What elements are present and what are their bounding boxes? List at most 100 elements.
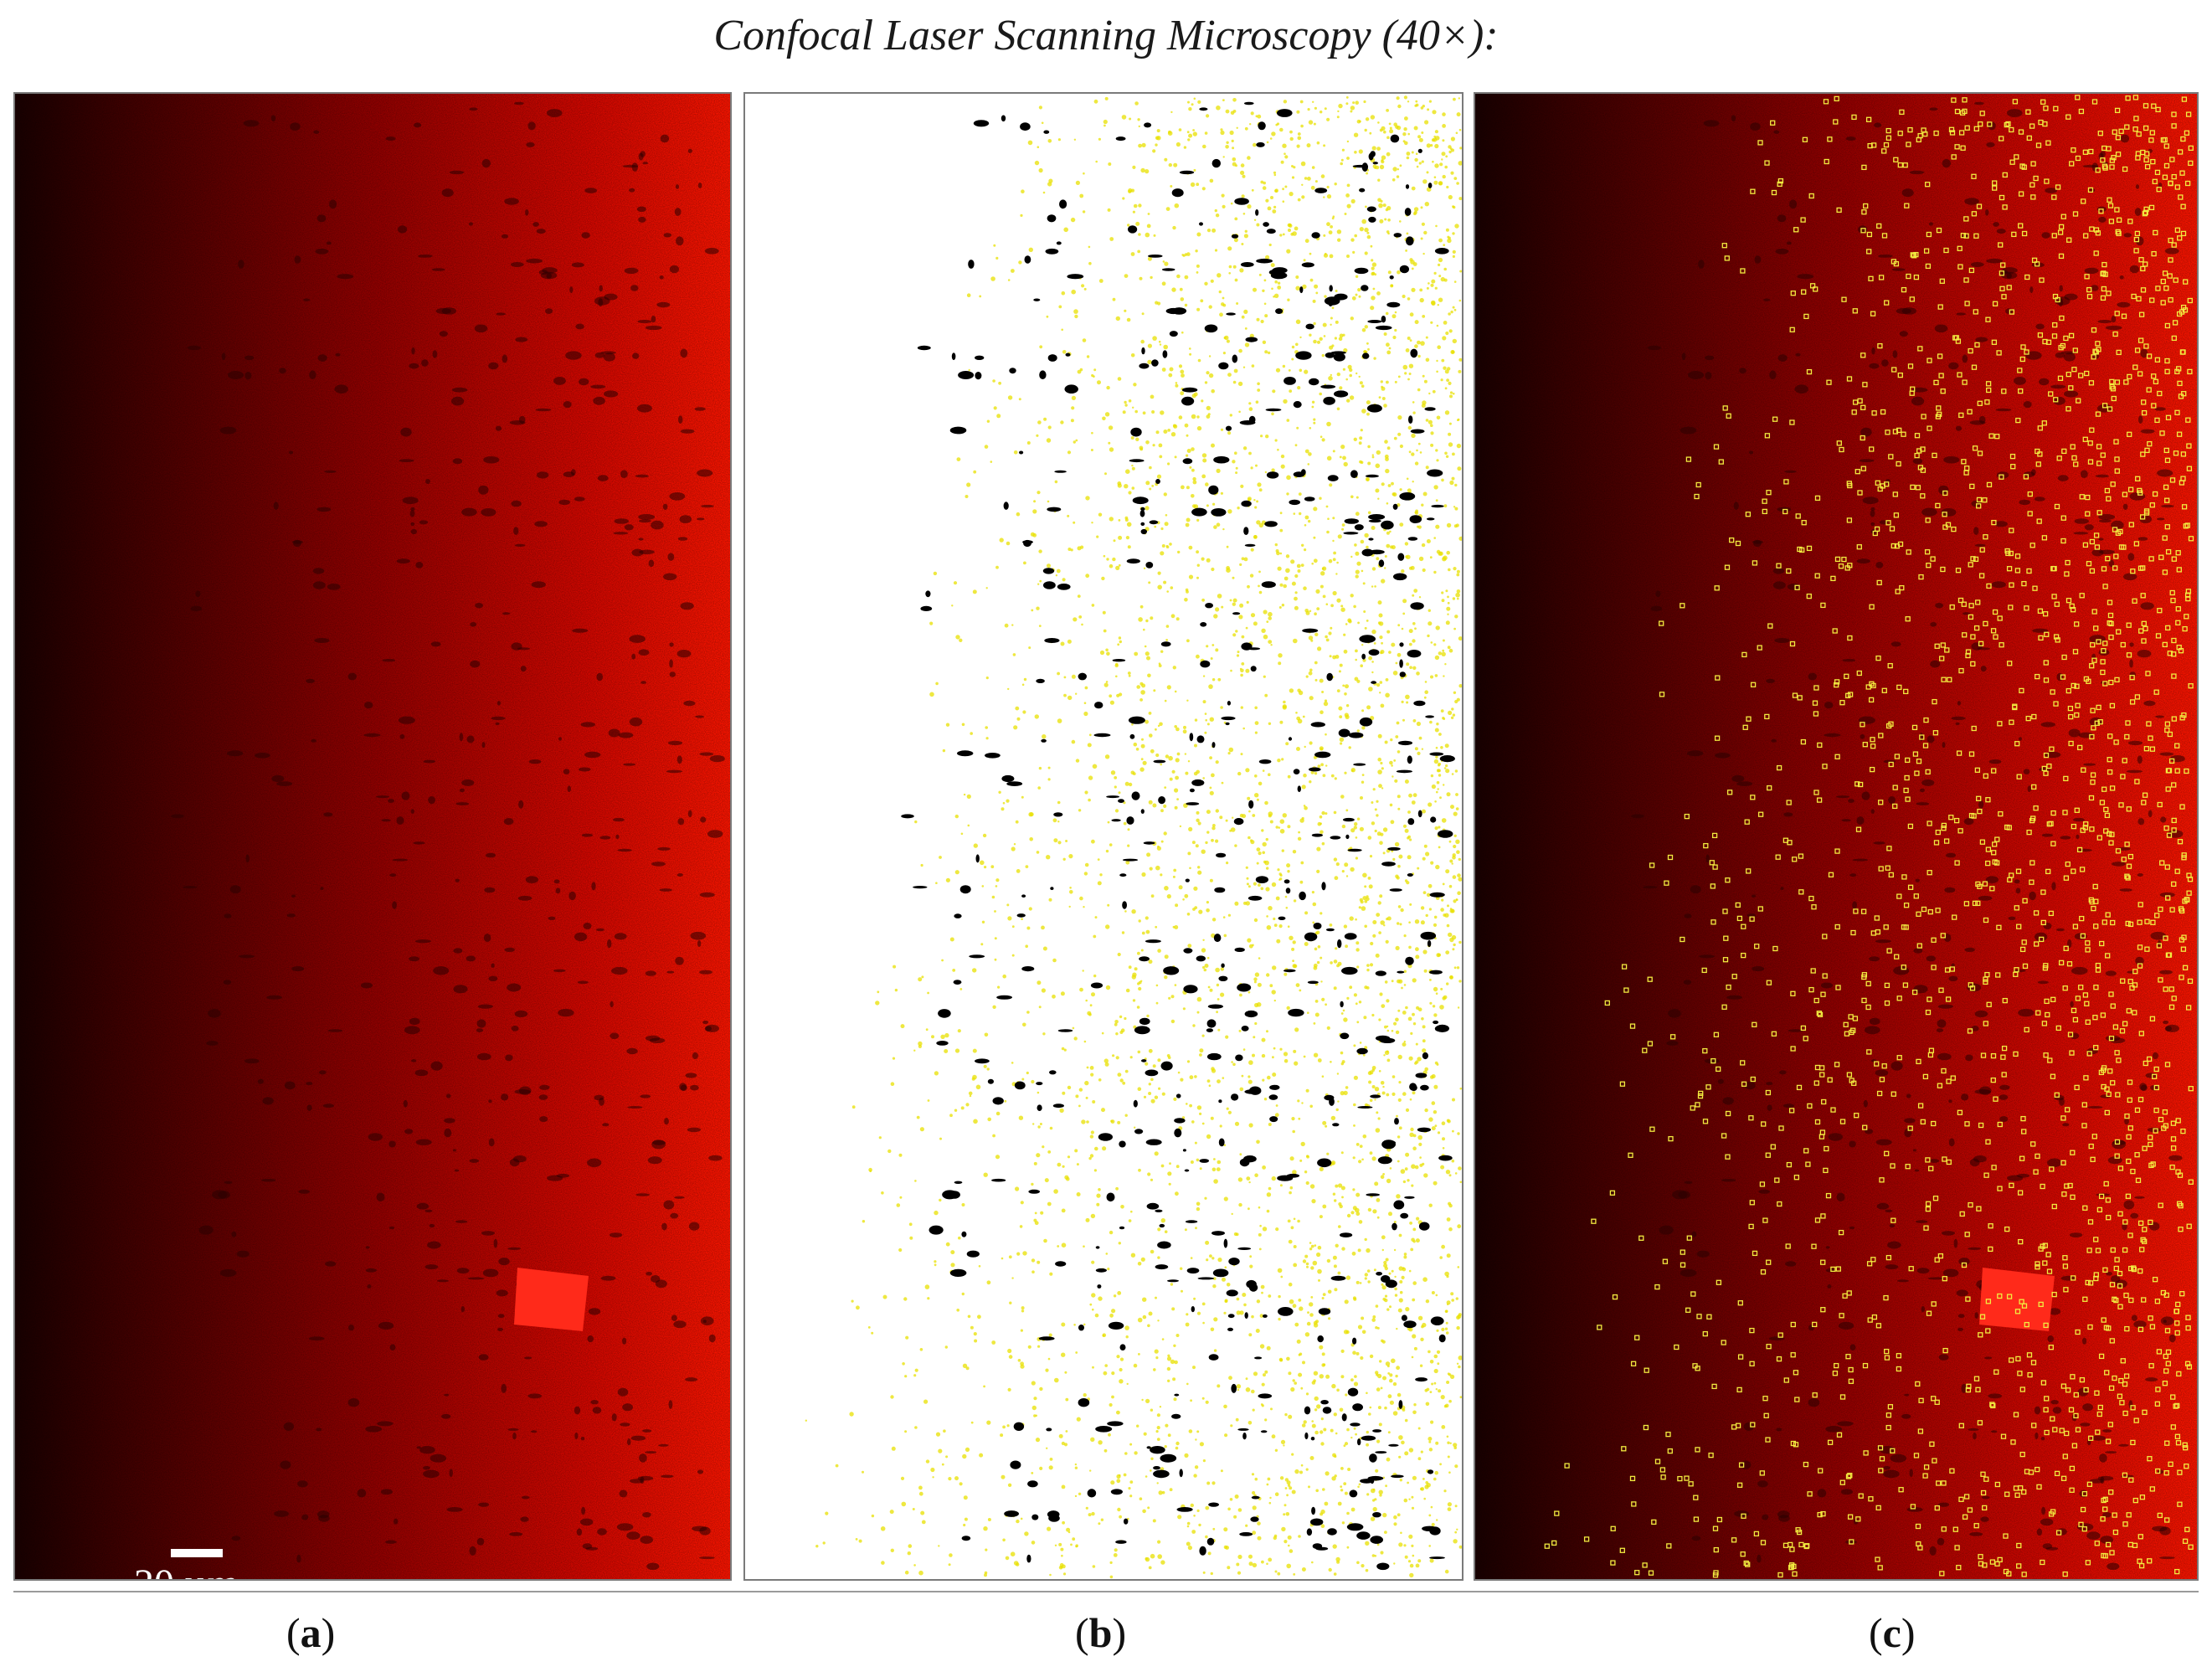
particle [646,1272,652,1276]
segmentation-dot [1257,482,1262,487]
segmentation-dot [1156,1426,1160,1430]
particle [1019,450,1024,455]
particle [461,507,477,517]
segmentation-dot [1448,648,1453,653]
segmentation-dot [1152,1064,1156,1068]
particle [2076,834,2080,840]
segmentation-dot [1293,899,1297,903]
segmentation-dot [1280,1275,1283,1278]
segmentation-dot [1431,1522,1435,1527]
segmentation-dot [1143,567,1146,569]
segmentation-dot [1282,813,1287,818]
particle [1179,170,1195,175]
segmentation-dot [1141,931,1145,935]
segmentation-dot [1308,452,1312,456]
segmentation-dot [1417,1315,1423,1321]
segmentation-dot [1355,918,1357,921]
segmentation-dot [1310,770,1314,774]
segmentation-dot [1232,147,1235,150]
segmentation-dot [1117,1291,1122,1295]
segmentation-dot [1338,670,1341,673]
segmentation-dot [1226,1283,1231,1287]
segmentation-dot [1417,135,1422,139]
segmentation-dot [1422,857,1426,861]
segmentation-dot [1164,975,1168,980]
segmentation-dot [1361,709,1365,713]
segmentation-dot [1421,222,1425,226]
segmentation-dot [1450,310,1453,314]
segmentation-dot [1002,1425,1006,1429]
segmentation-dot [1167,429,1171,432]
segmentation-dot [1149,733,1153,738]
segmentation-dot [1401,1440,1405,1445]
segmentation-dot [1219,312,1223,317]
segmentation-dot [1093,99,1098,104]
segmentation-dot [1377,769,1382,774]
segmentation-dot [1053,1189,1058,1194]
segmentation-dot [1318,1278,1320,1282]
segmentation-dot [1349,985,1353,990]
segmentation-dot [1149,487,1152,491]
segmentation-dot [1288,1414,1293,1419]
segmentation-dot [956,1309,959,1312]
segmentation-dot [1409,903,1412,906]
particle [553,879,560,884]
segmentation-dot [1383,130,1386,134]
segmentation-dot [1397,126,1402,131]
segmentation-dot [1002,1538,1006,1542]
segmentation-dot [1306,1265,1309,1268]
segmentation-dot [994,910,996,913]
segmentation-dot [1447,1441,1450,1444]
segmentation-dot [1209,756,1212,759]
segmentation-dot [1313,1052,1319,1057]
segmentation-dot [1428,1440,1432,1443]
particle [579,378,589,386]
segmentation-dot [1419,297,1424,303]
segmentation-dot [1361,774,1365,776]
segmentation-dot [1331,1476,1336,1481]
segmentation-dot [1312,100,1314,103]
particle [1937,1004,1953,1009]
particle [1405,184,1410,189]
segmentation-dot [1303,1420,1307,1424]
segmentation-dot [1406,701,1409,704]
particle [1022,540,1033,544]
segmentation-dot [1355,1433,1357,1436]
segmentation-dot [950,1263,955,1268]
segmentation-dot [1280,464,1285,469]
particle [239,954,255,959]
segmentation-dot [1098,1188,1101,1191]
segmentation-dot [1015,706,1020,711]
particle [444,1118,455,1124]
segmentation-dot [1376,913,1381,917]
segmentation-dot [1371,629,1376,635]
segmentation-dot [1258,883,1261,887]
segmentation-dot [1134,409,1138,414]
segmentation-dot [1262,851,1265,855]
segmentation-dot [1289,192,1294,197]
segmentation-dot [1254,1477,1258,1481]
segmentation-dot [1407,378,1410,381]
segmentation-dot [1334,777,1337,780]
particle [700,816,707,823]
segmentation-dot [1405,1152,1410,1157]
segmentation-dot [1287,774,1291,779]
segmentation-dot [1336,561,1339,564]
segmentation-dot [1040,1211,1044,1215]
particle [365,1246,370,1249]
segmentation-dot [1413,589,1418,593]
segmentation-dot [1011,954,1015,957]
segmentation-dot [1187,851,1191,856]
segmentation-dot [881,1191,884,1195]
segmentation-dot [1119,640,1122,644]
segmentation-dot [1155,1430,1159,1433]
segmentation-dot [1055,574,1058,577]
segmentation-dot [1455,839,1460,844]
particle [284,1081,296,1090]
segmentation-dot [1187,760,1191,763]
segmentation-dot [1358,295,1361,298]
particle [1310,1518,1324,1526]
segmentation-dot [1378,613,1383,618]
segmentation-dot [1145,719,1149,724]
segmentation-dot [1442,112,1446,116]
